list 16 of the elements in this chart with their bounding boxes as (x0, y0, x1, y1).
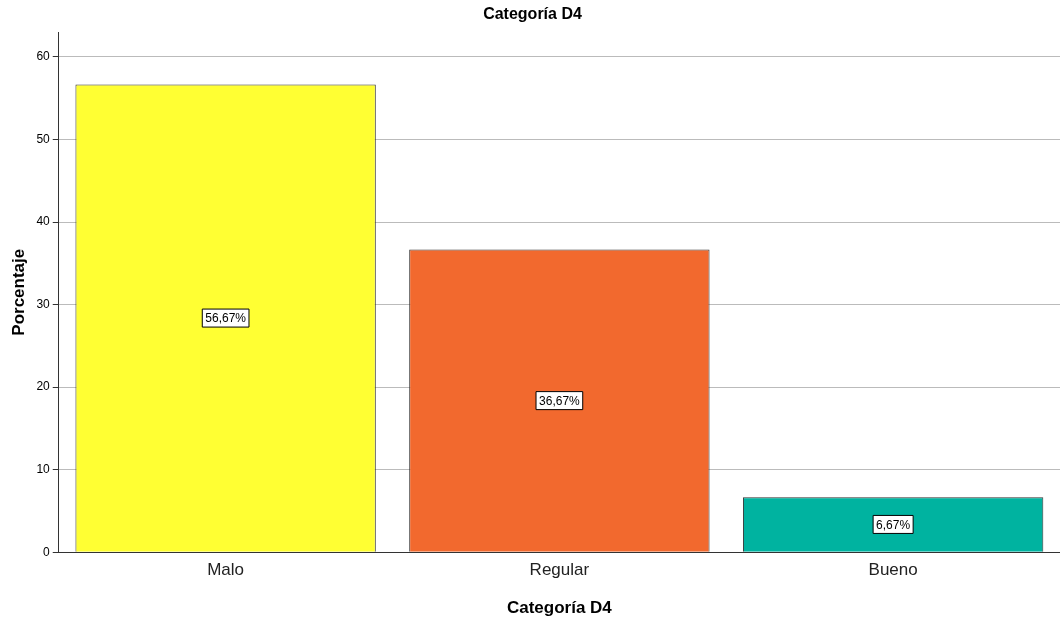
y-tick-label: 50 (36, 131, 51, 146)
y-tick-label: 0 (43, 544, 51, 559)
chart-title: Categoría D4 (483, 5, 582, 23)
x-tick-label: Regular (529, 560, 590, 580)
y-tick-label: 10 (36, 461, 51, 476)
y-tick-label: 20 (36, 379, 51, 394)
y-tick-label: 30 (36, 296, 51, 311)
x-tick-label: Bueno (868, 560, 918, 580)
y-tick-label: 60 (36, 49, 51, 64)
data-label: 56,67% (205, 311, 247, 326)
data-label: 6,67% (876, 517, 911, 532)
y-axis-title: Porcentaje (8, 248, 28, 336)
x-tick-label: Malo (207, 560, 245, 580)
y-tick-label: 40 (36, 214, 51, 229)
data-label: 36,67% (539, 393, 581, 408)
x-axis-title: Categoría D4 (506, 598, 613, 618)
